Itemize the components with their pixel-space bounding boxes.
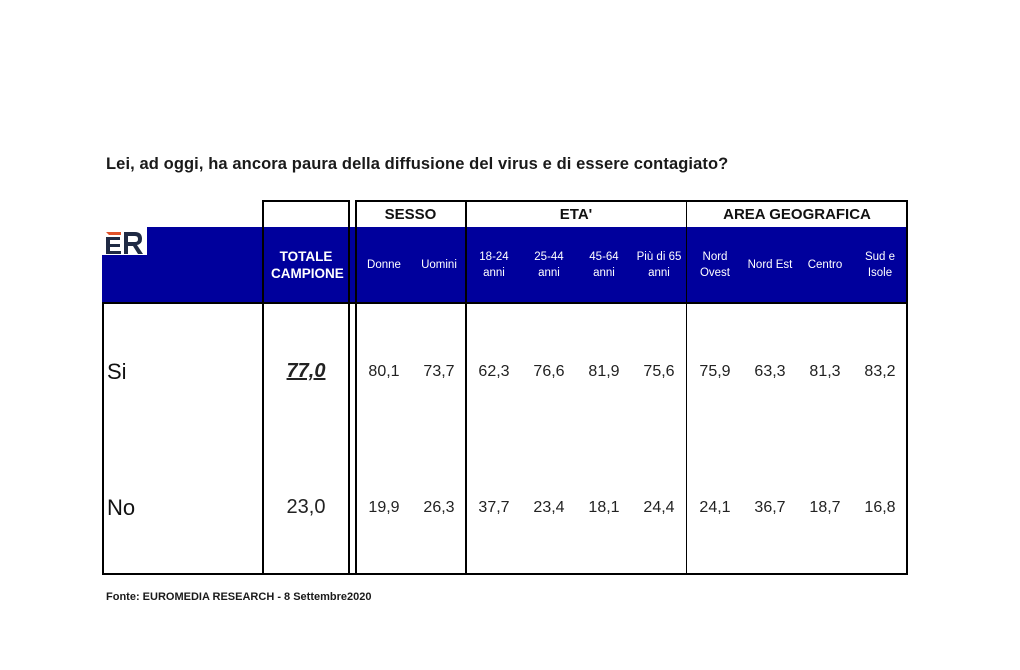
- table-border: [906, 200, 908, 575]
- cell-si-centro: 81,3: [809, 363, 841, 380]
- header-band: [102, 227, 907, 303]
- cell-no-18-24: 37,7: [478, 499, 510, 516]
- cell-si-18-24: 62,3: [478, 363, 510, 380]
- group-title-sesso: SESSO: [384, 205, 437, 223]
- row-label-si: Si: [107, 359, 127, 384]
- group-title-eta: ETA': [559, 205, 593, 223]
- cell-si-donne: 80,1: [368, 363, 400, 380]
- column-header-25-44: 25-44 anni: [534, 251, 564, 279]
- table-border: [262, 200, 350, 202]
- cell-si-totale: 77,0: [286, 360, 326, 382]
- source-note: Fonte: EUROMEDIA RESEARCH - 8 Settembre2…: [106, 591, 372, 603]
- cell-si-65-plus: 75,6: [643, 363, 675, 380]
- cell-si-sud-isole: 83,2: [864, 363, 896, 380]
- cell-si-uomini: 73,7: [423, 363, 455, 380]
- cell-no-25-44: 23,4: [533, 499, 565, 516]
- column-header-sud-isole: Sud e Isole: [864, 251, 896, 279]
- cell-no-nord-ovest: 24,1: [699, 499, 731, 516]
- table-border: [355, 200, 357, 575]
- column-header-45-64: 45-64 anni: [589, 251, 619, 279]
- cell-no-centro: 18,7: [809, 499, 841, 516]
- cell-no-45-64: 18,1: [588, 499, 620, 516]
- cell-si-nord-ovest: 75,9: [699, 363, 731, 380]
- cell-no-65-plus: 24,4: [643, 499, 675, 516]
- cell-no-nord-est: 36,7: [754, 499, 786, 516]
- column-header-nord-est: Nord Est: [747, 259, 793, 271]
- column-header-donne: Donne: [367, 259, 401, 271]
- cell-no-totale: 23,0: [286, 496, 326, 518]
- cell-si-25-44: 76,6: [533, 363, 565, 380]
- table-border: [686, 200, 687, 575]
- column-header-18-24: 18-24 anni: [479, 251, 509, 279]
- table-border: [262, 200, 264, 575]
- column-header-65-plus: Più di 65 anni: [636, 251, 682, 279]
- cell-no-donne: 19,9: [368, 499, 400, 516]
- table-border: [355, 200, 908, 202]
- group-title-area: AREA GEOGRAFICA: [723, 205, 871, 223]
- cell-si-nord-est: 63,3: [754, 363, 786, 380]
- table-border: [102, 302, 104, 575]
- cell-si-45-64: 81,9: [588, 363, 620, 380]
- table-border: [465, 200, 467, 575]
- column-header-nord-ovest: Nord Ovest: [699, 251, 731, 279]
- column-header-totale: TOTALE CAMPIONE: [271, 249, 344, 281]
- er-logo-icon: [102, 227, 147, 255]
- table-border: [348, 200, 350, 575]
- cell-no-sud-isole: 16,8: [864, 499, 896, 516]
- survey-question: Lei, ad oggi, ha ancora paura della diff…: [106, 155, 729, 173]
- row-label-no: No: [107, 495, 136, 520]
- table-border: [102, 302, 908, 304]
- table-border: [102, 573, 908, 575]
- column-header-uomini: Uomini: [421, 259, 457, 271]
- column-header-centro: Centro: [807, 259, 843, 271]
- cell-no-uomini: 26,3: [423, 499, 455, 516]
